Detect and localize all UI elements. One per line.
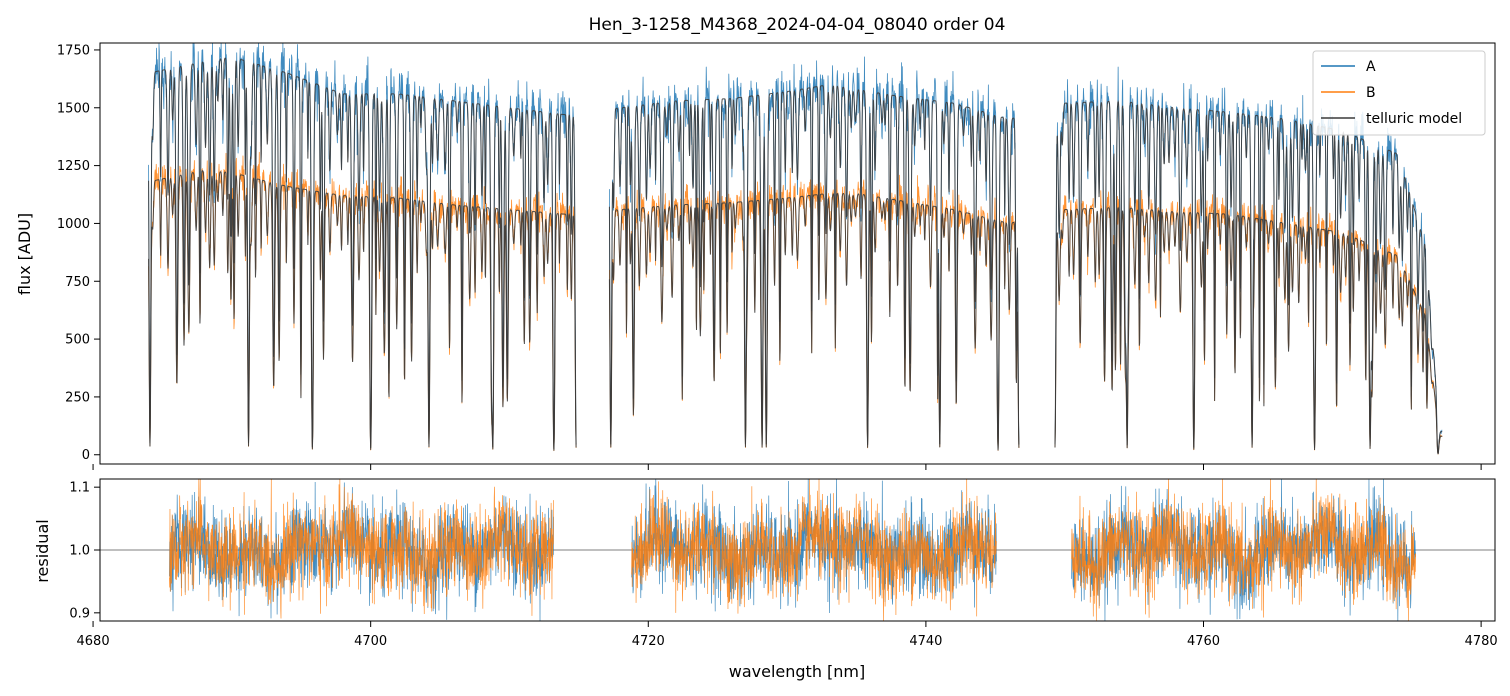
bottom-yticks-label: 1.1 [69, 481, 90, 496]
bottom-yticks-label: 1.0 [69, 544, 90, 559]
flux-y-ticks: 0 250 500 750 1000 1250 1500 1750 [57, 43, 100, 463]
legend-label-b: B [1366, 85, 1376, 101]
residual-y-axis-label: residual [33, 519, 52, 582]
x-axis-label: wavelength [nm] [729, 662, 866, 681]
legend-label-telluric: telluric model [1366, 111, 1462, 127]
top-yticks-label: 250 [65, 390, 90, 405]
top-yticks-label: 1000 [57, 217, 90, 232]
flux-panel: 0 250 500 750 1000 1250 1500 1750 flux [ADU] A … [15, 43, 1495, 470]
x-tick-label: 4760 [1187, 634, 1220, 649]
chart-title: Hen_3-1258_M4368_2024-04-04_08040 order … [589, 15, 1006, 35]
x-tick-label: 4700 [354, 634, 387, 649]
top-yticks-label: 1750 [57, 43, 90, 58]
legend-label-a: A [1366, 59, 1376, 75]
top-yticks-label: 0 [82, 448, 90, 463]
bottom-yticks-label: 0.9 [69, 606, 90, 621]
residual-y-ticks: 0.9 1.0 1.1 [69, 481, 100, 622]
top-yticks-label: 500 [65, 333, 90, 348]
flux-y-axis-label: flux [ADU] [15, 213, 34, 295]
residual-x-ticks: 4680 4700 4720 4740 4760 4780 [77, 621, 1498, 649]
x-tick-label: 4680 [77, 634, 110, 649]
top-yticks-label: 1500 [57, 101, 90, 116]
x-tick-label: 4720 [632, 634, 665, 649]
x-tick-label: 4780 [1465, 634, 1498, 649]
legend: A B telluric model [1313, 51, 1485, 135]
chart-figure: Hen_3-1258_M4368_2024-04-04_08040 order … [0, 0, 1510, 696]
flux-x-ticks [93, 464, 1481, 470]
top-yticks-label: 1250 [57, 159, 90, 174]
x-tick-label: 4740 [909, 634, 942, 649]
top-yticks-label: 750 [65, 275, 90, 290]
residual-panel: 0.9 1.0 1.1 4680 4700 4720 4740 4760 4780 resid… [33, 479, 1498, 681]
